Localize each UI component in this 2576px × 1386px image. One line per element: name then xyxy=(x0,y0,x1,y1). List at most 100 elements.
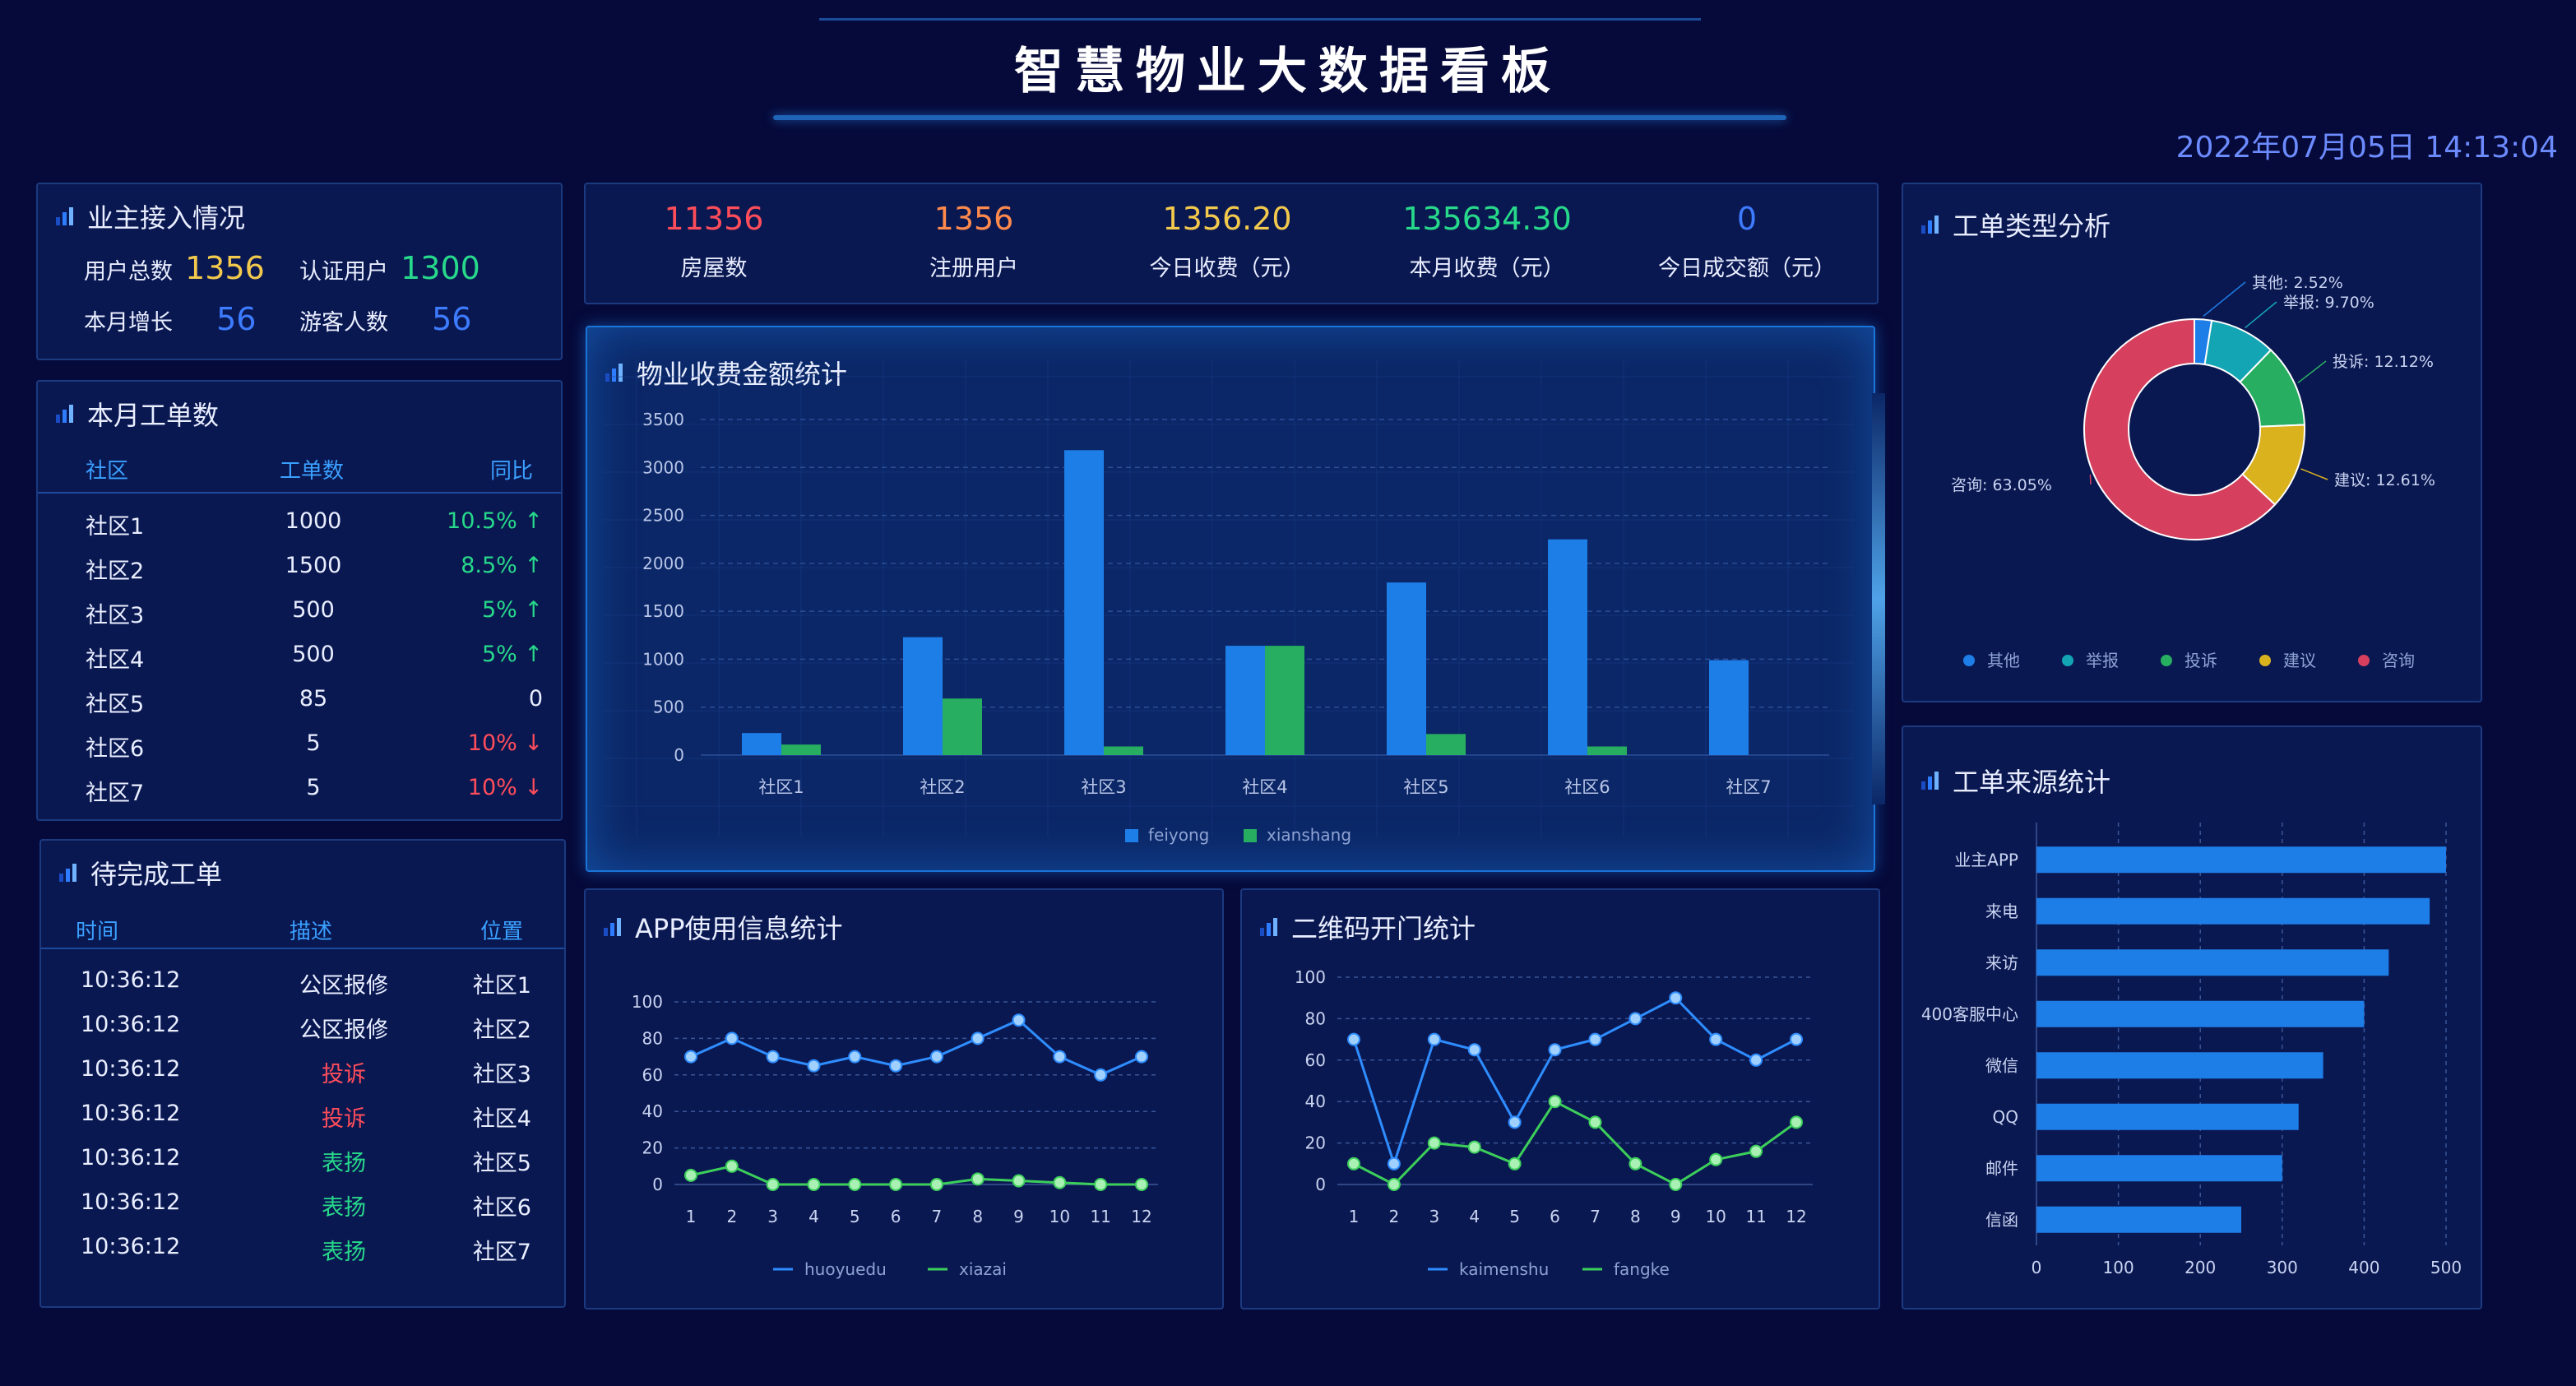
legend-label: 举报 xyxy=(2086,651,2119,670)
stat-label: 今日收费（元） xyxy=(1149,256,1305,281)
slice-label: 咨询: 63.05% xyxy=(1951,476,2052,494)
y-tick-label: 500 xyxy=(653,698,684,717)
point-huoyuedu xyxy=(766,1050,780,1064)
work-order-community: 社区4 xyxy=(86,647,145,673)
owner-value-1: 1300 xyxy=(401,250,480,286)
owner-access-panel: 业主接入情况 用户总数 1356 认证用户 1300 本月增长 56 游客人数 … xyxy=(36,183,563,360)
y-tick-label: 40 xyxy=(642,1101,663,1121)
y-tick-label: 业主APP xyxy=(1954,850,2018,869)
point-xiazai xyxy=(807,1178,821,1191)
bar-mark-icon xyxy=(59,864,77,882)
pending-order-desc: 投诉 xyxy=(322,1062,366,1087)
series-line-kaimenshu xyxy=(1352,996,1797,1168)
col-location: 位置 xyxy=(480,920,523,944)
pending-order-desc: 表扬 xyxy=(322,1240,366,1265)
order-source-panel: 工单来源统计 0 100 200 300 400 500 业主APP 来电 来访 400客服中心微… xyxy=(1902,725,2482,1310)
bar-xianshang xyxy=(1426,734,1466,755)
x-tick-label: 300 xyxy=(2267,1258,2298,1277)
x-tick-label: 社区6 xyxy=(1564,777,1610,797)
pending-order-location: 社区1 xyxy=(472,973,531,999)
x-tick-label: 6 xyxy=(1550,1207,1560,1226)
work-order-yoy: 5% ↑ xyxy=(481,597,543,623)
legend-label: kaimenshu xyxy=(1459,1259,1549,1279)
point-kaimenshu xyxy=(1669,991,1683,1005)
bar-mark-icon xyxy=(1260,918,1278,936)
label-leader xyxy=(2297,360,2327,384)
work-order-community: 社区5 xyxy=(86,692,145,717)
bar-feiyong xyxy=(1225,646,1265,755)
work-order-count: 5 xyxy=(306,775,321,800)
pending-order-location: 社区6 xyxy=(472,1195,531,1221)
bar-xianshang xyxy=(1104,746,1143,755)
point-xiazai xyxy=(1135,1178,1148,1191)
pending-order-location: 社区7 xyxy=(472,1240,531,1265)
x-tick-label: 100 xyxy=(2103,1258,2134,1277)
work-order-community: 社区6 xyxy=(86,736,145,762)
work-order-count: 85 xyxy=(299,686,328,712)
stat-value: 135634.30 xyxy=(1402,201,1572,237)
y-tick-label: QQ xyxy=(1993,1107,2018,1127)
point-kaimenshu xyxy=(1387,1157,1401,1170)
stat-value: 1356.20 xyxy=(1162,201,1292,237)
point-xiazai xyxy=(1012,1174,1026,1188)
bar-mark-icon xyxy=(1921,216,1939,234)
work-order-count: 1000 xyxy=(285,508,342,534)
point-kaimenshu xyxy=(1629,1012,1642,1026)
total-users: 用户总数 1356 xyxy=(84,250,265,286)
point-fangke xyxy=(1467,1140,1481,1154)
work-order-count: 1500 xyxy=(285,553,342,578)
x-tick-label: 9 xyxy=(1670,1207,1681,1226)
pending-order-location: 社区5 xyxy=(472,1151,531,1176)
pending-order-time: 10:36:12 xyxy=(81,1189,181,1215)
monthly-work-orders-panel: 本月工单数 社区 工单数 同比 社区1 1000 10.5% ↑ 社区2 1500 8.5… xyxy=(36,380,563,821)
point-huoyuedu xyxy=(889,1059,903,1073)
bar-feiyong xyxy=(1709,660,1749,755)
fee-bar-chart: 0 500 1000 1500 2000 2500 3000 3500 社区1 社区2 社区3 社区4… xyxy=(604,360,1854,845)
y-tick-label: 0 xyxy=(652,1175,663,1194)
point-xiazai xyxy=(684,1168,697,1182)
x-tick-label: 5 xyxy=(850,1207,860,1226)
point-fangke xyxy=(1669,1178,1683,1191)
app-usage-panel: APP使用信息统计 0 20 40 60 80 100 1 2 3 4 5 6 7 8 9 10 11 12 huo… xyxy=(584,888,1224,1310)
stat-value: 11356 xyxy=(664,201,764,237)
series-line-fangke xyxy=(1353,1100,1797,1186)
x-tick-label: 3 xyxy=(767,1207,778,1226)
x-tick-label: 7 xyxy=(1590,1207,1601,1226)
work-order-yoy: 0 xyxy=(528,686,543,712)
point-kaimenshu xyxy=(1749,1053,1763,1067)
panel-title: 物业收费金额统计 xyxy=(605,354,847,392)
point-huoyuedu xyxy=(1053,1050,1067,1064)
bar-feiyong xyxy=(1548,539,1587,755)
bar-xianshang xyxy=(1265,646,1304,755)
owner-value-3: 56 xyxy=(432,301,472,337)
stat-label: 注册用户 xyxy=(929,256,1018,281)
y-tick-label: 80 xyxy=(642,1028,663,1048)
point-fangke xyxy=(1709,1152,1723,1166)
work-order-count: 500 xyxy=(292,642,335,667)
y-tick-label: 微信 xyxy=(1985,1055,2018,1075)
y-tick-label: 20 xyxy=(642,1138,663,1158)
point-kaimenshu xyxy=(1508,1115,1522,1129)
legend-label: fangke xyxy=(1614,1259,1670,1279)
y-tick-label: 3500 xyxy=(642,410,684,429)
pending-order-location: 社区4 xyxy=(472,1106,531,1132)
y-tick-label: 1000 xyxy=(642,649,684,669)
pending-order-desc: 投诉 xyxy=(322,1106,366,1132)
header-top-line xyxy=(819,18,1701,21)
point-fangke xyxy=(1629,1157,1642,1170)
y-tick-label: 2500 xyxy=(642,506,684,526)
point-kaimenshu xyxy=(1588,1032,1602,1046)
bar-feiyong xyxy=(1387,582,1426,755)
page-title: 智慧物业大数据看板 xyxy=(1014,43,1562,100)
point-huoyuedu xyxy=(725,1031,739,1045)
source-bar xyxy=(2036,1155,2282,1182)
slice-咨询 xyxy=(2083,318,2277,540)
pending-order-time: 10:36:12 xyxy=(81,1101,181,1126)
point-huoyuedu xyxy=(1135,1050,1148,1064)
legend-label: 咨询 xyxy=(2382,651,2415,670)
legend-swatch xyxy=(2161,655,2172,666)
y-tick-label: 400客服中心 xyxy=(1921,1004,2018,1024)
work-order-count: 5 xyxy=(306,730,321,756)
